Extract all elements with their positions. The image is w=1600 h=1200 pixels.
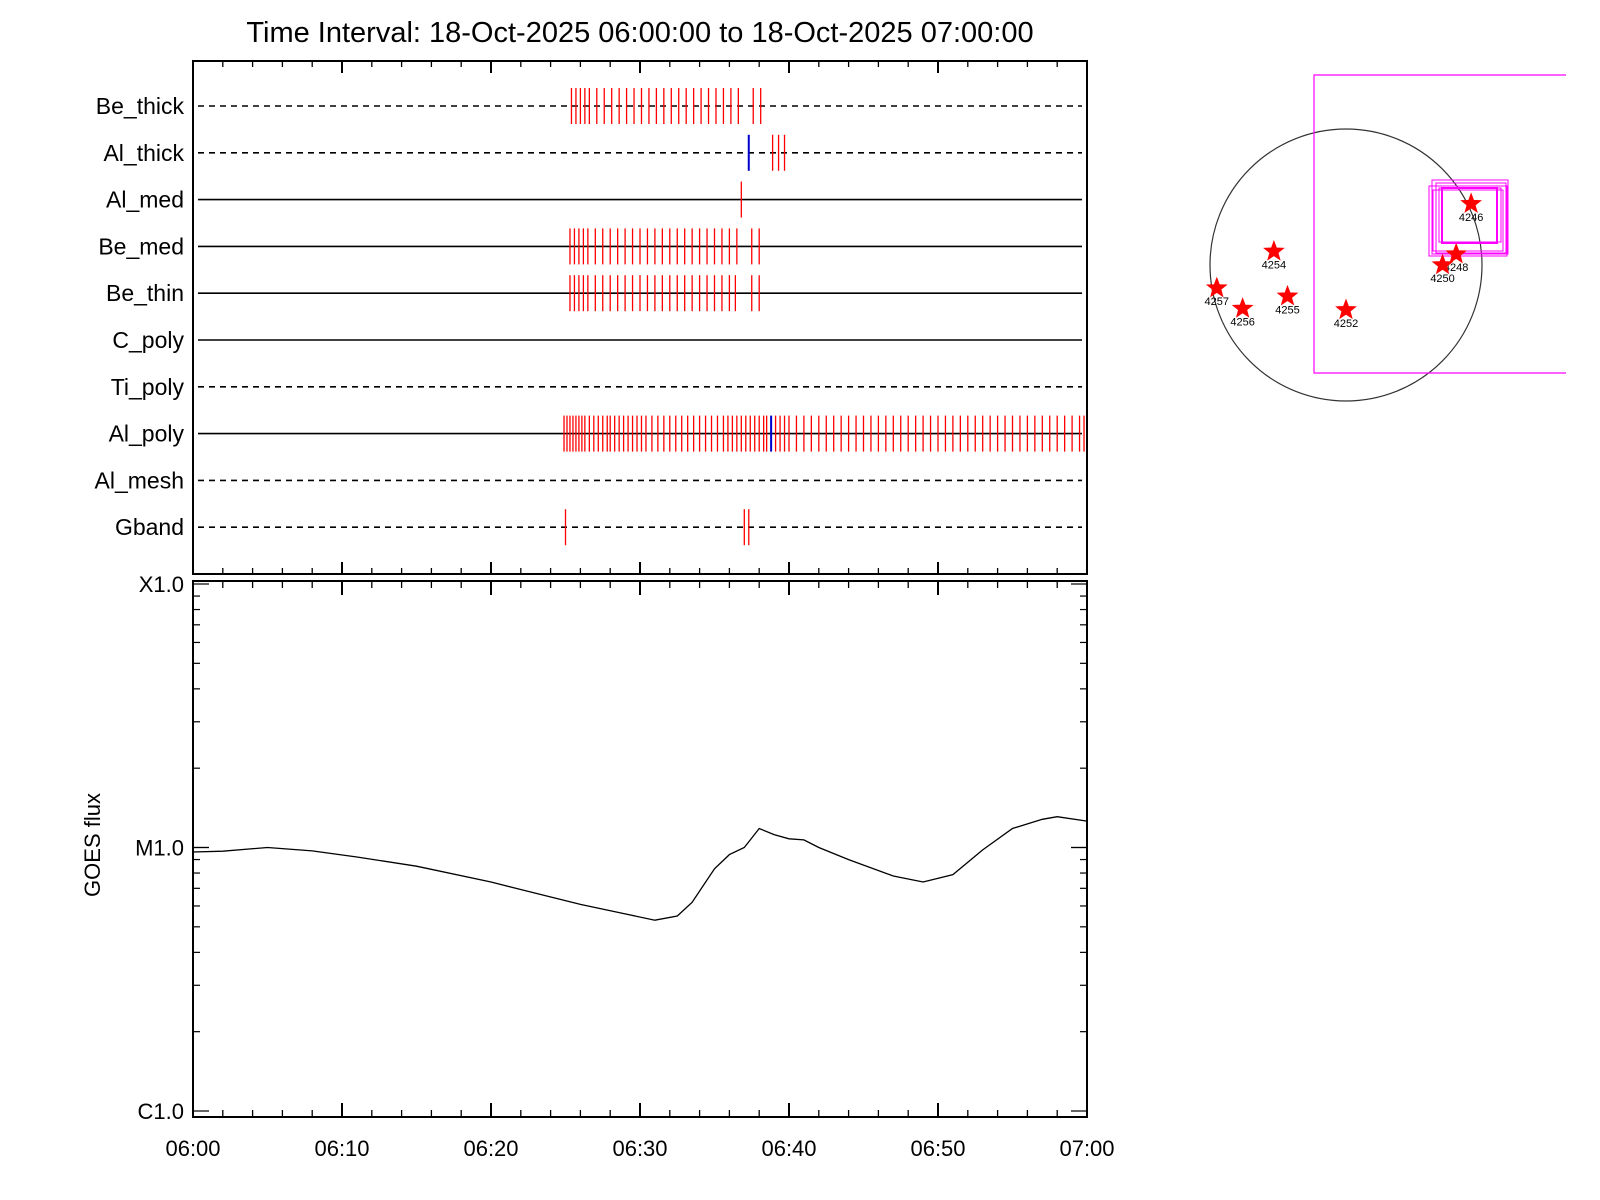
region-label: 4250: [1430, 273, 1454, 285]
field-of-view-boxes: [1313, 74, 1566, 374]
flux-x-tick-label: 06:00: [165, 1136, 220, 1161]
region-label: 4254: [1262, 259, 1286, 271]
goes-flux-panel: X1.0M1.0C1.0 06:00 06:10 06:20 06:30 06:40 06…: [80, 572, 1115, 1161]
channel-label: Ti_poly: [111, 374, 185, 400]
region-label: 4252: [1334, 318, 1358, 330]
timeline-ticks: [192, 61, 1088, 574]
flux-frame: [192, 580, 1088, 1118]
flux-x-tick-label: 06:40: [761, 1136, 816, 1161]
channel-lines: [198, 105, 1082, 529]
region-star: [1276, 284, 1299, 306]
channel-label: Be_med: [98, 233, 184, 259]
flux-x-tick-labels: 06:00 06:10 06:20 06:30 06:40 06:50 07:00: [165, 1136, 1114, 1161]
chart-title: Time Interval: 18-Oct-2025 06:00:00 to 1…: [246, 17, 1033, 49]
timeline-frame: [192, 60, 1088, 575]
channel-label: Gband: [115, 514, 184, 540]
flux-x-tick-label: 07:00: [1059, 1136, 1114, 1161]
flux-y-axis-label: GOES flux: [80, 793, 105, 897]
flux-y-ticks: [193, 583, 1087, 1112]
goes-flux-line: [192, 816, 1088, 921]
region-star: [1205, 276, 1228, 298]
flux-y-tick-labels: X1.0 M1.0 C1.0: [135, 572, 184, 1124]
channel-events: [563, 88, 1085, 546]
region-label: 4257: [1205, 296, 1229, 308]
timeline-panel: Be_thick Al_thick Al_med Be_med Be_thin C_pol…: [95, 60, 1088, 575]
solar-disk: [1209, 128, 1483, 402]
flux-y-tick-label: M1.0: [135, 836, 184, 861]
region-label: 4246: [1459, 212, 1483, 224]
channel-labels: Be_thick Al_thick Al_med Be_med Be_thin C_pol…: [95, 93, 185, 540]
region-label: 4256: [1230, 317, 1254, 329]
fov-box-small: [1428, 185, 1508, 257]
channel-label: Al_thick: [103, 140, 184, 166]
fov-box-small: [1431, 179, 1509, 255]
region-star: [1460, 192, 1482, 214]
flux-x-tick-label: 06:30: [612, 1136, 667, 1161]
flux-y-tick-label: C1.0: [138, 1099, 184, 1124]
region-star: [1431, 253, 1454, 275]
fov-box-large: [1313, 74, 1566, 374]
channel-label: Al_poly: [109, 421, 185, 447]
flux-x-tick-label: 06:20: [463, 1136, 518, 1161]
flux-x-tick-label: 06:10: [314, 1136, 369, 1161]
fov-box-inner: [1441, 187, 1498, 244]
flux-y-tick-label: X1.0: [139, 572, 184, 597]
channel-label: Al_med: [106, 187, 184, 213]
channel-label: Be_thick: [96, 93, 185, 119]
region-star: [1263, 239, 1285, 261]
flux-x-ticks: [192, 581, 1088, 1117]
flux-x-tick-label: 06:50: [910, 1136, 965, 1161]
region-star: [1335, 298, 1357, 320]
region-label: 4255: [1275, 304, 1299, 316]
channel-label: Be_thin: [106, 280, 184, 306]
fov-box-small: [1432, 189, 1504, 252]
region-label: 4248: [1444, 262, 1468, 274]
region-star: [1445, 242, 1468, 264]
fov-box-small: [1435, 182, 1507, 254]
channel-label: Al_mesh: [95, 467, 184, 493]
channel-label: C_poly: [112, 327, 184, 353]
region-star: [1231, 297, 1254, 318]
